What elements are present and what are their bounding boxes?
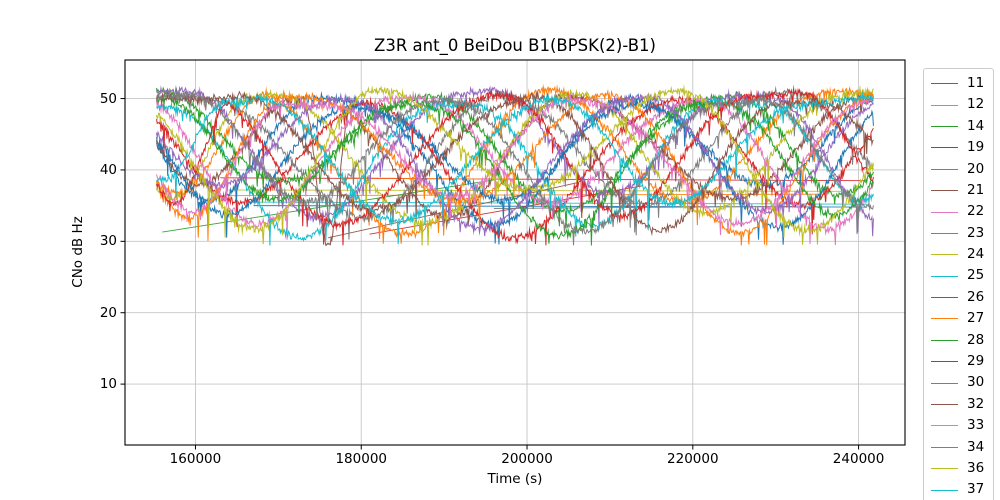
legend-entry: 26 xyxy=(924,287,993,308)
legend-line-sample xyxy=(931,211,958,213)
legend-line-sample xyxy=(931,190,958,192)
x-tick-label: 160000 xyxy=(169,451,222,467)
legend-label: 12 xyxy=(967,96,985,113)
legend-label: 22 xyxy=(967,203,985,220)
legend-line-sample xyxy=(931,404,958,406)
legend-label: 36 xyxy=(967,459,985,476)
legend-line-sample xyxy=(931,318,958,320)
legend-entry: 28 xyxy=(924,330,993,351)
legend-entry: 34 xyxy=(924,437,993,458)
legend-label: 23 xyxy=(967,224,985,241)
legend-label: 29 xyxy=(967,353,985,370)
x-tick-label: 240000 xyxy=(832,451,885,467)
legend-line-sample xyxy=(931,104,958,106)
legend-label: 34 xyxy=(967,438,985,455)
legend-line-sample xyxy=(931,361,958,363)
y-tick-label: 50 xyxy=(99,90,117,107)
legend-entry: 32 xyxy=(924,394,993,415)
legend-label: 27 xyxy=(967,310,985,327)
legend-entry: 33 xyxy=(924,415,993,436)
legend-line-sample xyxy=(931,147,958,149)
legend-entry: 29 xyxy=(924,351,993,372)
x-axis-label: Time (s) xyxy=(487,471,543,487)
legend-entry: 23 xyxy=(924,223,993,244)
legend-line-sample xyxy=(931,489,958,491)
legend-line-sample xyxy=(931,275,958,277)
y-tick-label: 10 xyxy=(99,376,117,393)
y-tick-label: 40 xyxy=(99,161,117,178)
legend-entry: 22 xyxy=(924,201,993,222)
legend-line-sample xyxy=(931,425,958,427)
legend-label: 30 xyxy=(967,374,985,391)
y-tick-label: 30 xyxy=(99,233,117,250)
legend: 11 12 14 19 20 21 22 23 24 25 26 27 28 29 30 32 33 34 36 37… xyxy=(923,68,994,500)
legend-label: 20 xyxy=(967,160,985,177)
legend-label: 19 xyxy=(967,139,985,156)
legend-label: 24 xyxy=(967,246,985,263)
chart-title: Z3R ant_0 BeiDou B1(BPSK(2)-B1) xyxy=(374,36,656,55)
legend-label: 21 xyxy=(967,181,985,198)
legend-label: 26 xyxy=(967,288,985,305)
legend-entry: 20 xyxy=(924,159,993,180)
legend-line-sample xyxy=(931,125,958,127)
legend-entry: 24 xyxy=(924,244,993,265)
legend-line-sample xyxy=(931,446,958,448)
legend-entry: 36 xyxy=(924,458,993,479)
legend-line-sample xyxy=(931,168,958,170)
legend-entry: 19 xyxy=(924,137,993,158)
legend-label: 33 xyxy=(967,417,985,434)
y-axis-label: CNo dB Hz xyxy=(70,216,86,288)
legend-label: 25 xyxy=(967,267,985,284)
legend-label: 14 xyxy=(967,117,985,134)
legend-line-sample xyxy=(931,232,958,234)
legend-entry: 14 xyxy=(924,116,993,137)
legend-entry: 37 xyxy=(924,479,993,500)
legend-entry: 11 xyxy=(924,73,993,94)
legend-entry: 30 xyxy=(924,372,993,393)
x-tick-label: 200000 xyxy=(501,451,553,467)
legend-entry: 27 xyxy=(924,308,993,329)
legend-line-sample xyxy=(931,339,958,341)
legend-entry: 25 xyxy=(924,266,993,287)
legend-label: 28 xyxy=(967,331,985,348)
x-tick-label: 220000 xyxy=(667,451,719,467)
y-tick-label: 20 xyxy=(99,304,117,321)
legend-line-sample xyxy=(931,382,958,384)
legend-entry: 21 xyxy=(924,180,993,201)
legend-line-sample xyxy=(931,83,958,85)
x-tick-label: 180000 xyxy=(335,451,388,467)
legend-entry: 12 xyxy=(924,94,993,115)
legend-label: 32 xyxy=(967,395,985,412)
legend-line-sample xyxy=(931,297,958,299)
legend-line-sample xyxy=(931,468,958,470)
legend-label: 11 xyxy=(967,74,985,91)
legend-label: 37 xyxy=(967,481,985,498)
legend-line-sample xyxy=(931,254,958,256)
